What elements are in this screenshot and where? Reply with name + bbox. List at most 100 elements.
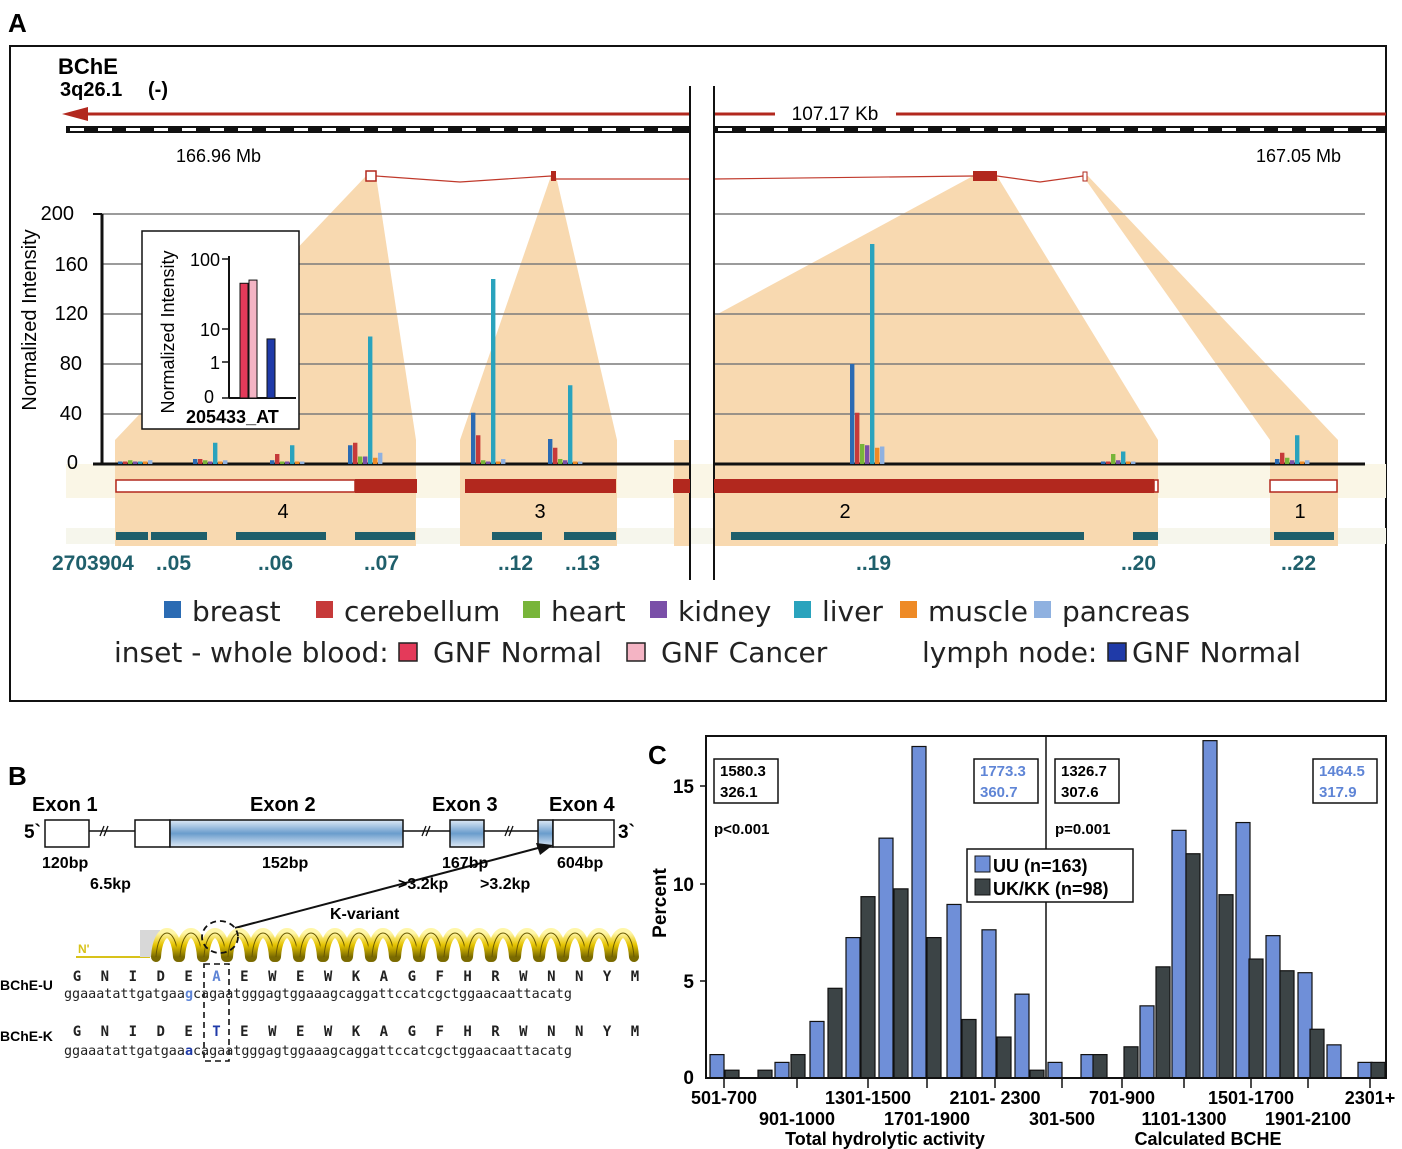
- aa-aaK-2: I: [129, 1024, 137, 1040]
- panel-c-legend-box: [966, 848, 1134, 903]
- dna-row-u: ggaaatattgatgaagcagaatgggagtggaaagcaggat…: [64, 987, 572, 1002]
- chromosome-ruler: [66, 126, 1386, 133]
- aa-aaU-12: G: [408, 969, 416, 985]
- aa-aaK-9: W: [324, 1024, 333, 1040]
- xtick-2301plus: 2301+: [1345, 1088, 1396, 1108]
- legend-label-kidney: kidney: [678, 595, 771, 628]
- c-ytick-0: 0: [683, 1068, 694, 1089]
- aa-aaU-3: D: [156, 969, 164, 985]
- aa-aaK-0: G: [73, 1024, 81, 1040]
- probe-label-13: ..13: [565, 552, 600, 575]
- ytick-80: 80: [60, 353, 82, 375]
- bar-heart-1: [203, 460, 208, 464]
- bar-heart-0: [128, 460, 133, 464]
- xtick-2101-2300: 2101- 2300: [949, 1088, 1040, 1108]
- bar-heart-6: [860, 444, 865, 464]
- inset-ytick-1: 1: [210, 353, 220, 373]
- c-bar-left-uu-2: [809, 1020, 825, 1079]
- exon1-size: 120bp: [42, 855, 88, 872]
- legend-swatch-pancreas: [1034, 601, 1051, 618]
- aa-aaU-11: A: [380, 969, 389, 985]
- probe-label-12: ..12: [498, 552, 533, 575]
- exon-projection-fans: [115, 176, 1338, 546]
- bar-heart-2: [280, 461, 285, 464]
- gene-model: [365, 170, 1088, 183]
- aa-aaK-12: G: [408, 1024, 416, 1040]
- ytick-200: 200: [41, 203, 74, 225]
- left-blue-box: [973, 758, 1039, 804]
- inset-probe-label: 205433_AT: [186, 407, 279, 427]
- aa-aaU-19: Y: [603, 969, 612, 985]
- probe-label-20: ..20: [1121, 552, 1156, 575]
- right-black-mean: 1326.7: [1061, 763, 1107, 780]
- bar-muscle-3: [373, 457, 378, 464]
- c-bar-left-uu-3: [845, 936, 861, 1079]
- xtick-1501-1700: 1501-1700: [1208, 1088, 1294, 1108]
- bar-kidney-1: [208, 461, 213, 464]
- bar-heart-4: [481, 460, 486, 464]
- span-label: 107.17 Kb: [792, 104, 879, 125]
- aa-aaK-11: A: [380, 1024, 389, 1040]
- bar-pancreas-0: [148, 460, 153, 464]
- position-left: 166.96 Mb: [176, 146, 261, 166]
- bar-kidney-2: [285, 461, 290, 464]
- c-bar-left-uk-1: [757, 1069, 773, 1079]
- bar-muscle-2: [295, 461, 300, 464]
- left-black-box: [713, 758, 779, 804]
- aa-aaK-16: W: [519, 1024, 528, 1040]
- aa-aaU-13: F: [435, 969, 443, 985]
- bar-pancreas-4: [501, 459, 506, 464]
- left-blue-sd: 360.7: [980, 784, 1018, 801]
- bar-muscle-6: [875, 447, 880, 464]
- bar-liver-2: [290, 445, 295, 464]
- aa-aaU-6: E: [240, 969, 248, 985]
- bar-cerebellum-4: [476, 435, 481, 464]
- bar-heart-8: [1285, 457, 1290, 464]
- aa-aaK-1: N: [101, 1024, 109, 1040]
- xlabel-total-hydrolytic: Total hydrolytic activity: [785, 1129, 985, 1149]
- aa-aaU-18: N: [575, 969, 583, 985]
- bar-liver-0: [138, 461, 143, 464]
- bar-breast-0: [118, 461, 123, 464]
- c-bar-right-uk-7: [1309, 1028, 1325, 1079]
- aa-aaU-2: I: [129, 969, 137, 985]
- aa-aaU-5: A: [212, 969, 221, 985]
- exon-number-2: 2: [839, 501, 850, 523]
- c-bar-left-uu-0: [709, 1053, 725, 1079]
- inset-ytick-100: 100: [190, 250, 220, 270]
- bar-heart-3: [358, 456, 363, 464]
- five-prime-label: 5`: [24, 822, 41, 843]
- c-bar-right-uu-4: [1202, 740, 1218, 1079]
- right-blue-box: [1312, 758, 1378, 804]
- exon4-title: Exon 4: [549, 794, 615, 816]
- bar-pancreas-5: [578, 461, 583, 464]
- panel-a-label: A: [8, 8, 27, 38]
- legend-label-cerebellum: cerebellum: [344, 595, 500, 628]
- panel-c-xtick-marks: [723, 1078, 1371, 1088]
- probe-label-22: ..22: [1281, 552, 1316, 575]
- xtick-901-1000: 901-1000: [759, 1109, 835, 1129]
- bar-kidney-6: [865, 445, 870, 464]
- right-blue-sd: 317.9: [1319, 784, 1357, 801]
- legend-swatch-heart: [523, 601, 540, 618]
- c-bar-left-uk-7: [961, 1018, 977, 1079]
- xtick-301-500: 301-500: [1029, 1109, 1095, 1129]
- bar-pancreas-1: [223, 460, 228, 464]
- inset-bar-2: [266, 338, 276, 399]
- variant-box: [203, 963, 230, 1062]
- legend-gnf-normal-2: GNF Normal: [1132, 636, 1301, 669]
- legend-label-heart: heart: [551, 595, 626, 628]
- bar-breast-2: [270, 460, 275, 464]
- bar-pancreas-3: [378, 452, 383, 464]
- gene-locus: 3q26.1: [60, 79, 122, 101]
- exon1-title: Exon 1: [32, 794, 98, 816]
- panel-c-bars: [709, 740, 1386, 1079]
- legend-uu: UU (n=163): [993, 856, 1088, 876]
- right-black-box: [1054, 758, 1120, 804]
- strand-arrow: [62, 107, 1386, 121]
- aa-aaK-8: E: [296, 1024, 304, 1040]
- alpha-helix-ribbon: [76, 928, 639, 962]
- c-bar-left-uu-4: [878, 837, 894, 1079]
- aa-aaK-4: E: [184, 1024, 192, 1040]
